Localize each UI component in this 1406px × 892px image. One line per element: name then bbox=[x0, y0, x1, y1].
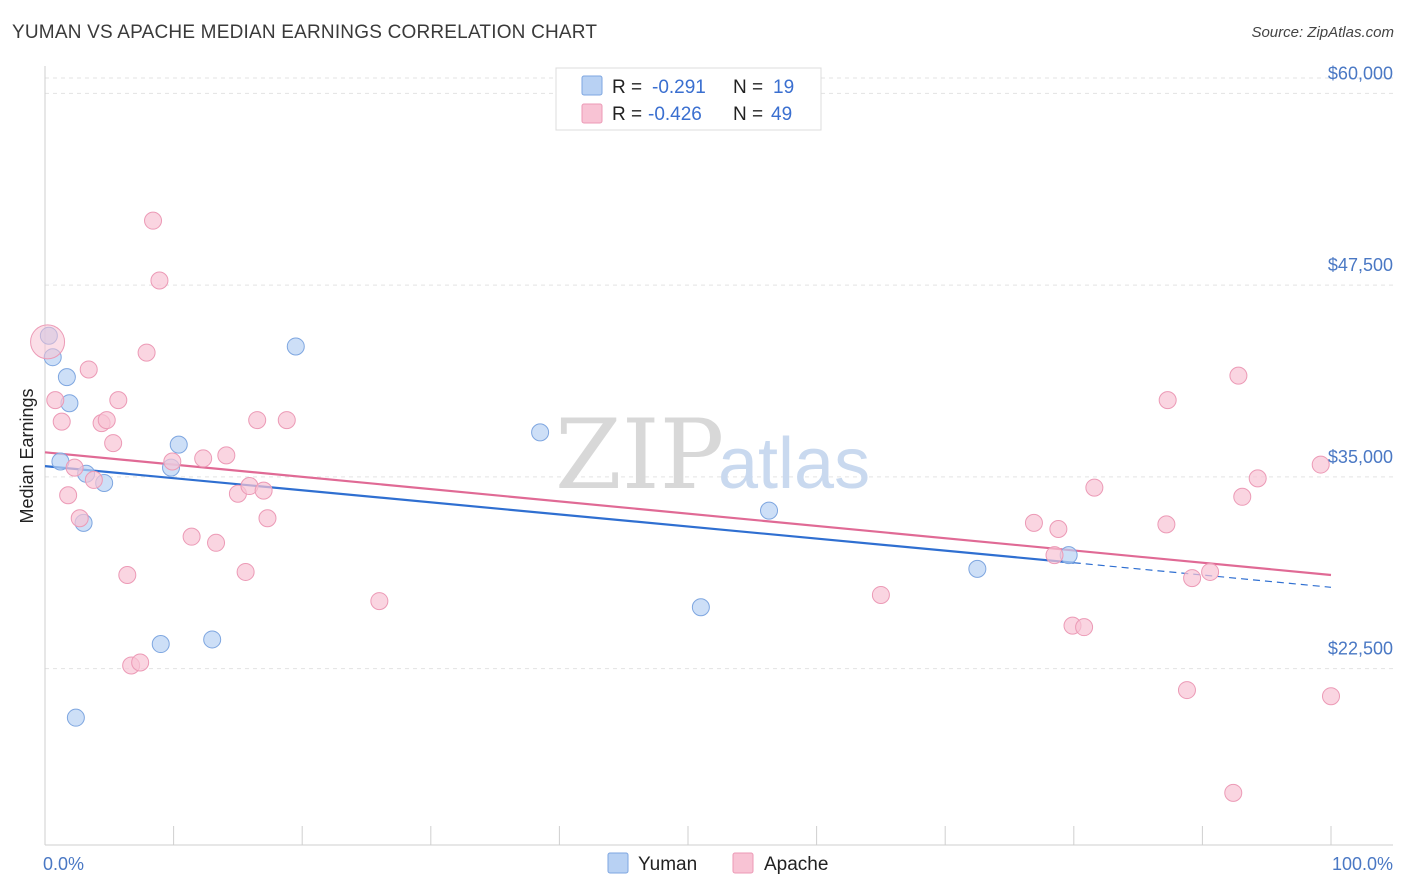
point-apache bbox=[118, 566, 137, 585]
point-apache bbox=[194, 449, 213, 468]
bottom-legend-swatch-apache bbox=[732, 852, 754, 874]
point-yuman bbox=[531, 423, 550, 442]
y-tick-label: $60,000 bbox=[1328, 63, 1393, 83]
legend-r-value-yuman: -0.291 bbox=[652, 77, 706, 98]
point-apache bbox=[236, 562, 255, 581]
stats-legend: R = -0.291 N = 19 R = -0.426 N = 49 bbox=[555, 67, 822, 131]
point-apache bbox=[70, 509, 89, 528]
point-apache bbox=[131, 653, 150, 672]
point-apache bbox=[52, 412, 71, 431]
point-apache bbox=[1158, 391, 1177, 410]
point-apache bbox=[1224, 783, 1243, 802]
watermark-zip: ZIP bbox=[555, 399, 724, 511]
point-apache bbox=[1075, 618, 1094, 637]
point-apache bbox=[871, 585, 890, 604]
legend-n-value-yuman: 19 bbox=[773, 77, 794, 98]
point-yuman bbox=[57, 368, 76, 387]
source-note: Source: ZipAtlas.com bbox=[1251, 24, 1394, 41]
point-apache bbox=[1248, 469, 1267, 488]
point-apache bbox=[150, 271, 169, 290]
point-apache bbox=[1229, 366, 1248, 385]
point-apache bbox=[217, 446, 236, 465]
point-apache bbox=[370, 592, 389, 611]
point-apache bbox=[109, 391, 128, 410]
point-yuman bbox=[151, 635, 170, 654]
point-apache bbox=[59, 486, 78, 505]
point-apache bbox=[144, 211, 163, 230]
point-apache bbox=[277, 411, 296, 430]
y-axis-label: Median Earnings bbox=[17, 388, 37, 523]
watermark-atlas: atlas bbox=[718, 424, 870, 504]
point-apache bbox=[1233, 487, 1252, 506]
data-points bbox=[30, 211, 1340, 802]
point-apache bbox=[1157, 515, 1176, 534]
point-apache bbox=[30, 324, 66, 360]
legend-n-value-apache: 49 bbox=[771, 104, 792, 125]
trend-line-yuman bbox=[44, 465, 1074, 564]
point-apache bbox=[1024, 513, 1043, 532]
tick-labels: $22,500 $35,000 $47,500 $60,000 0.0% 100.0% bbox=[43, 63, 1393, 874]
trend-lines bbox=[44, 451, 1332, 588]
point-apache bbox=[1201, 562, 1220, 581]
point-apache bbox=[258, 509, 277, 528]
legend-swatch-yuman bbox=[581, 75, 603, 96]
y-tick-label: $47,500 bbox=[1328, 255, 1393, 275]
point-apache bbox=[104, 434, 123, 453]
legend-n-label-yuman: N = bbox=[733, 77, 763, 98]
point-apache bbox=[84, 470, 103, 489]
point-yuman bbox=[286, 337, 305, 356]
point-apache bbox=[1183, 569, 1202, 588]
point-apache bbox=[46, 391, 65, 410]
bottom-legend-label-apache: Apache bbox=[764, 854, 828, 875]
y-tick-label: $22,500 bbox=[1328, 639, 1393, 659]
point-apache bbox=[1322, 687, 1340, 706]
point-yuman bbox=[66, 708, 85, 727]
point-apache bbox=[79, 360, 98, 379]
point-apache bbox=[248, 411, 267, 430]
point-apache bbox=[97, 411, 116, 430]
legend-n-label-apache: N = bbox=[733, 104, 763, 125]
legend-swatch-apache bbox=[581, 103, 603, 124]
point-apache bbox=[1049, 519, 1068, 538]
point-apache bbox=[1177, 681, 1196, 700]
point-apache bbox=[207, 533, 226, 552]
watermark: ZIP atlas bbox=[555, 399, 870, 511]
chart-title: YUMAN VS APACHE MEDIAN EARNINGS CORRELAT… bbox=[12, 22, 598, 43]
series-legend: Yuman Apache bbox=[607, 852, 828, 875]
point-apache bbox=[254, 481, 273, 500]
point-apache bbox=[1085, 478, 1104, 497]
point-apache bbox=[1311, 455, 1330, 474]
point-yuman bbox=[968, 559, 987, 578]
axes bbox=[44, 66, 1393, 846]
x-tick-label-max: 100.0% bbox=[1332, 854, 1393, 874]
point-yuman bbox=[691, 598, 710, 617]
trend-line-apache bbox=[44, 451, 1332, 577]
legend-r-value-apache: -0.426 bbox=[648, 104, 702, 125]
legend-r-label-yuman: R = bbox=[612, 77, 642, 98]
bottom-legend-label-yuman: Yuman bbox=[638, 854, 697, 875]
legend-r-label-apache: R = bbox=[612, 104, 642, 125]
point-yuman bbox=[760, 501, 779, 520]
point-apache bbox=[1045, 546, 1064, 565]
point-yuman bbox=[169, 435, 188, 454]
x-tick-label-min: 0.0% bbox=[43, 854, 84, 874]
point-yuman bbox=[203, 630, 222, 649]
point-apache bbox=[163, 452, 182, 471]
point-apache bbox=[182, 527, 201, 546]
bottom-legend-swatch-yuman bbox=[607, 852, 629, 874]
y-tick-label: $35,000 bbox=[1328, 447, 1393, 467]
point-apache bbox=[65, 458, 84, 477]
point-apache bbox=[137, 343, 156, 362]
